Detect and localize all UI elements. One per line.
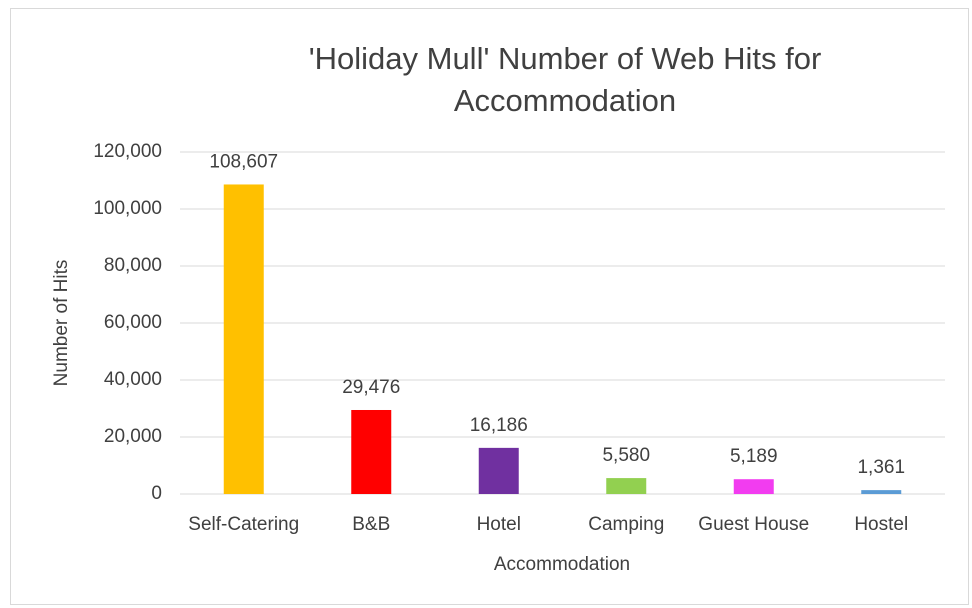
chart-title: 'Holiday Mull' Number of Web Hits for Ac…	[308, 41, 822, 118]
bar	[606, 478, 647, 494]
y-tick-label: 40,000	[104, 369, 162, 390]
data-label: 29,476	[342, 377, 400, 398]
x-tick-label: Self-Catering	[188, 514, 299, 535]
y-tick-label: 60,000	[104, 312, 162, 333]
bar	[861, 490, 902, 494]
data-label: 5,189	[730, 446, 778, 467]
y-tick-label: 0	[151, 483, 162, 504]
bar	[351, 409, 392, 494]
x-tick-label: Hostel	[854, 514, 908, 535]
x-tick-label: B&B	[352, 514, 390, 535]
x-tick-label: Camping	[588, 514, 664, 535]
y-tick-label: 80,000	[104, 255, 162, 276]
chart-border	[10, 8, 969, 605]
x-tick-label: Guest House	[698, 514, 809, 535]
bar	[733, 479, 774, 494]
data-label: 1,361	[857, 457, 905, 478]
y-axis-label: Number of Hits	[51, 260, 72, 387]
x-tick-label: Hotel	[477, 514, 521, 535]
y-tick-label: 100,000	[93, 198, 162, 219]
data-label: 16,186	[470, 415, 528, 436]
data-label: 108,607	[209, 151, 278, 172]
y-tick-label: 20,000	[104, 426, 162, 447]
bar	[223, 184, 264, 495]
data-label: 5,580	[602, 445, 650, 466]
bar	[478, 447, 519, 494]
y-tick-label: 120,000	[93, 141, 162, 162]
x-axis-label: Accommodation	[494, 554, 630, 575]
